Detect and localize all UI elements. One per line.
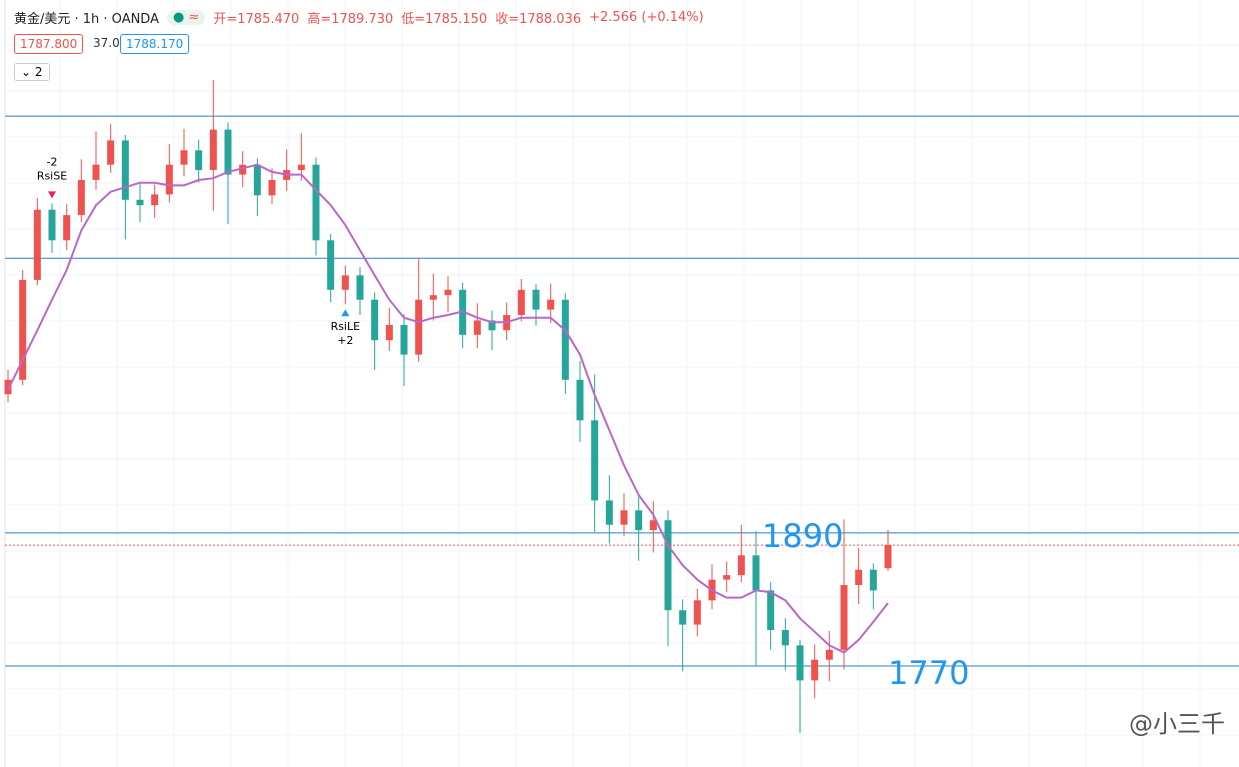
- candle-body: [77, 180, 85, 216]
- candle-body: [356, 275, 364, 300]
- candle-body: [165, 164, 173, 195]
- candle-body: [239, 164, 247, 175]
- candle-body: [547, 299, 555, 310]
- candle-body: [796, 645, 804, 681]
- candle-body: [752, 555, 760, 591]
- candle-body: [151, 194, 159, 206]
- signal-label: RsiLE: [331, 320, 361, 333]
- candle-body: [327, 240, 335, 290]
- indicator-toggle[interactable]: ⌄ 2: [14, 63, 50, 81]
- candle-body: [591, 420, 599, 501]
- candle-body: [224, 129, 232, 175]
- ask-button[interactable]: 1788.170: [120, 34, 190, 54]
- change: +2.566 (+0.14%): [589, 10, 704, 25]
- candle-body: [635, 510, 643, 531]
- candle-body: [884, 545, 892, 569]
- candle-body: [576, 379, 584, 421]
- signal-label: RsiSE: [37, 169, 67, 182]
- annotation: 1770: [888, 654, 969, 692]
- candle-body: [811, 659, 819, 681]
- candle-body: [679, 610, 687, 625]
- annotation: 1890: [762, 517, 843, 555]
- spread: 37.0: [88, 34, 125, 52]
- candle-body: [341, 275, 349, 290]
- candle-body: [488, 320, 496, 331]
- symbol[interactable]: 黄金/美元 · 1h · OANDA: [14, 12, 159, 27]
- candle-body: [253, 164, 261, 196]
- candle-body: [444, 289, 452, 296]
- candle-body: [33, 209, 41, 280]
- signal-size: +2: [337, 334, 353, 347]
- candle-body: [63, 215, 71, 241]
- candle-body: [400, 324, 408, 355]
- ohlc-low: 低=1785.150: [401, 12, 488, 27]
- candle-body: [855, 569, 863, 586]
- candle-body: [605, 500, 613, 525]
- candle-body: [517, 289, 525, 316]
- candle-body: [532, 289, 540, 310]
- candle-body: [649, 520, 657, 531]
- status-badge: ● ≈: [166, 10, 206, 25]
- candle-body: [371, 299, 379, 341]
- candle-body: [107, 140, 115, 165]
- watermark: @小三千: [1129, 710, 1225, 738]
- candle-body: [840, 585, 848, 650]
- candle-body: [620, 510, 628, 525]
- candle-body: [92, 164, 100, 181]
- candle-body: [209, 129, 217, 171]
- candle-body: [297, 164, 305, 171]
- candle-body: [19, 279, 27, 380]
- candle-body: [121, 140, 129, 200]
- candle-body: [561, 299, 569, 380]
- candle-body: [4, 379, 12, 395]
- candle-body: [767, 590, 775, 631]
- candle-body: [473, 320, 481, 335]
- candle-body: [723, 575, 731, 580]
- candle-body: [693, 600, 701, 625]
- candle-body: [869, 569, 877, 591]
- bid-button[interactable]: 1787.800: [14, 34, 84, 54]
- candle-body: [312, 164, 320, 241]
- candle-body: [48, 209, 56, 241]
- signal-arrow: [48, 191, 56, 199]
- candle-body: [136, 199, 144, 206]
- ohlc-open: 开=1785.470: [213, 12, 300, 27]
- moving-average: [7, 163, 889, 654]
- candle-body: [737, 555, 745, 576]
- candle-body: [268, 180, 276, 196]
- candle-body: [825, 649, 833, 660]
- candle-body: [415, 299, 423, 355]
- candle-body: [385, 324, 393, 341]
- signal-size: -2: [47, 155, 58, 168]
- ohlc-close: 收=1788.036: [495, 12, 582, 27]
- candle-body: [429, 295, 437, 300]
- candle-body: [180, 150, 188, 165]
- ohlc-high: 高=1789.730: [307, 12, 394, 27]
- indicator-count: 2: [34, 65, 43, 79]
- signal-arrow: [341, 309, 350, 317]
- candle-body: [195, 150, 203, 171]
- candle-body: [781, 630, 789, 646]
- header: 黄金/美元 · 1h · OANDA ● ≈ 开=1785.470 高=1789…: [14, 8, 704, 27]
- candle-body: [664, 520, 672, 611]
